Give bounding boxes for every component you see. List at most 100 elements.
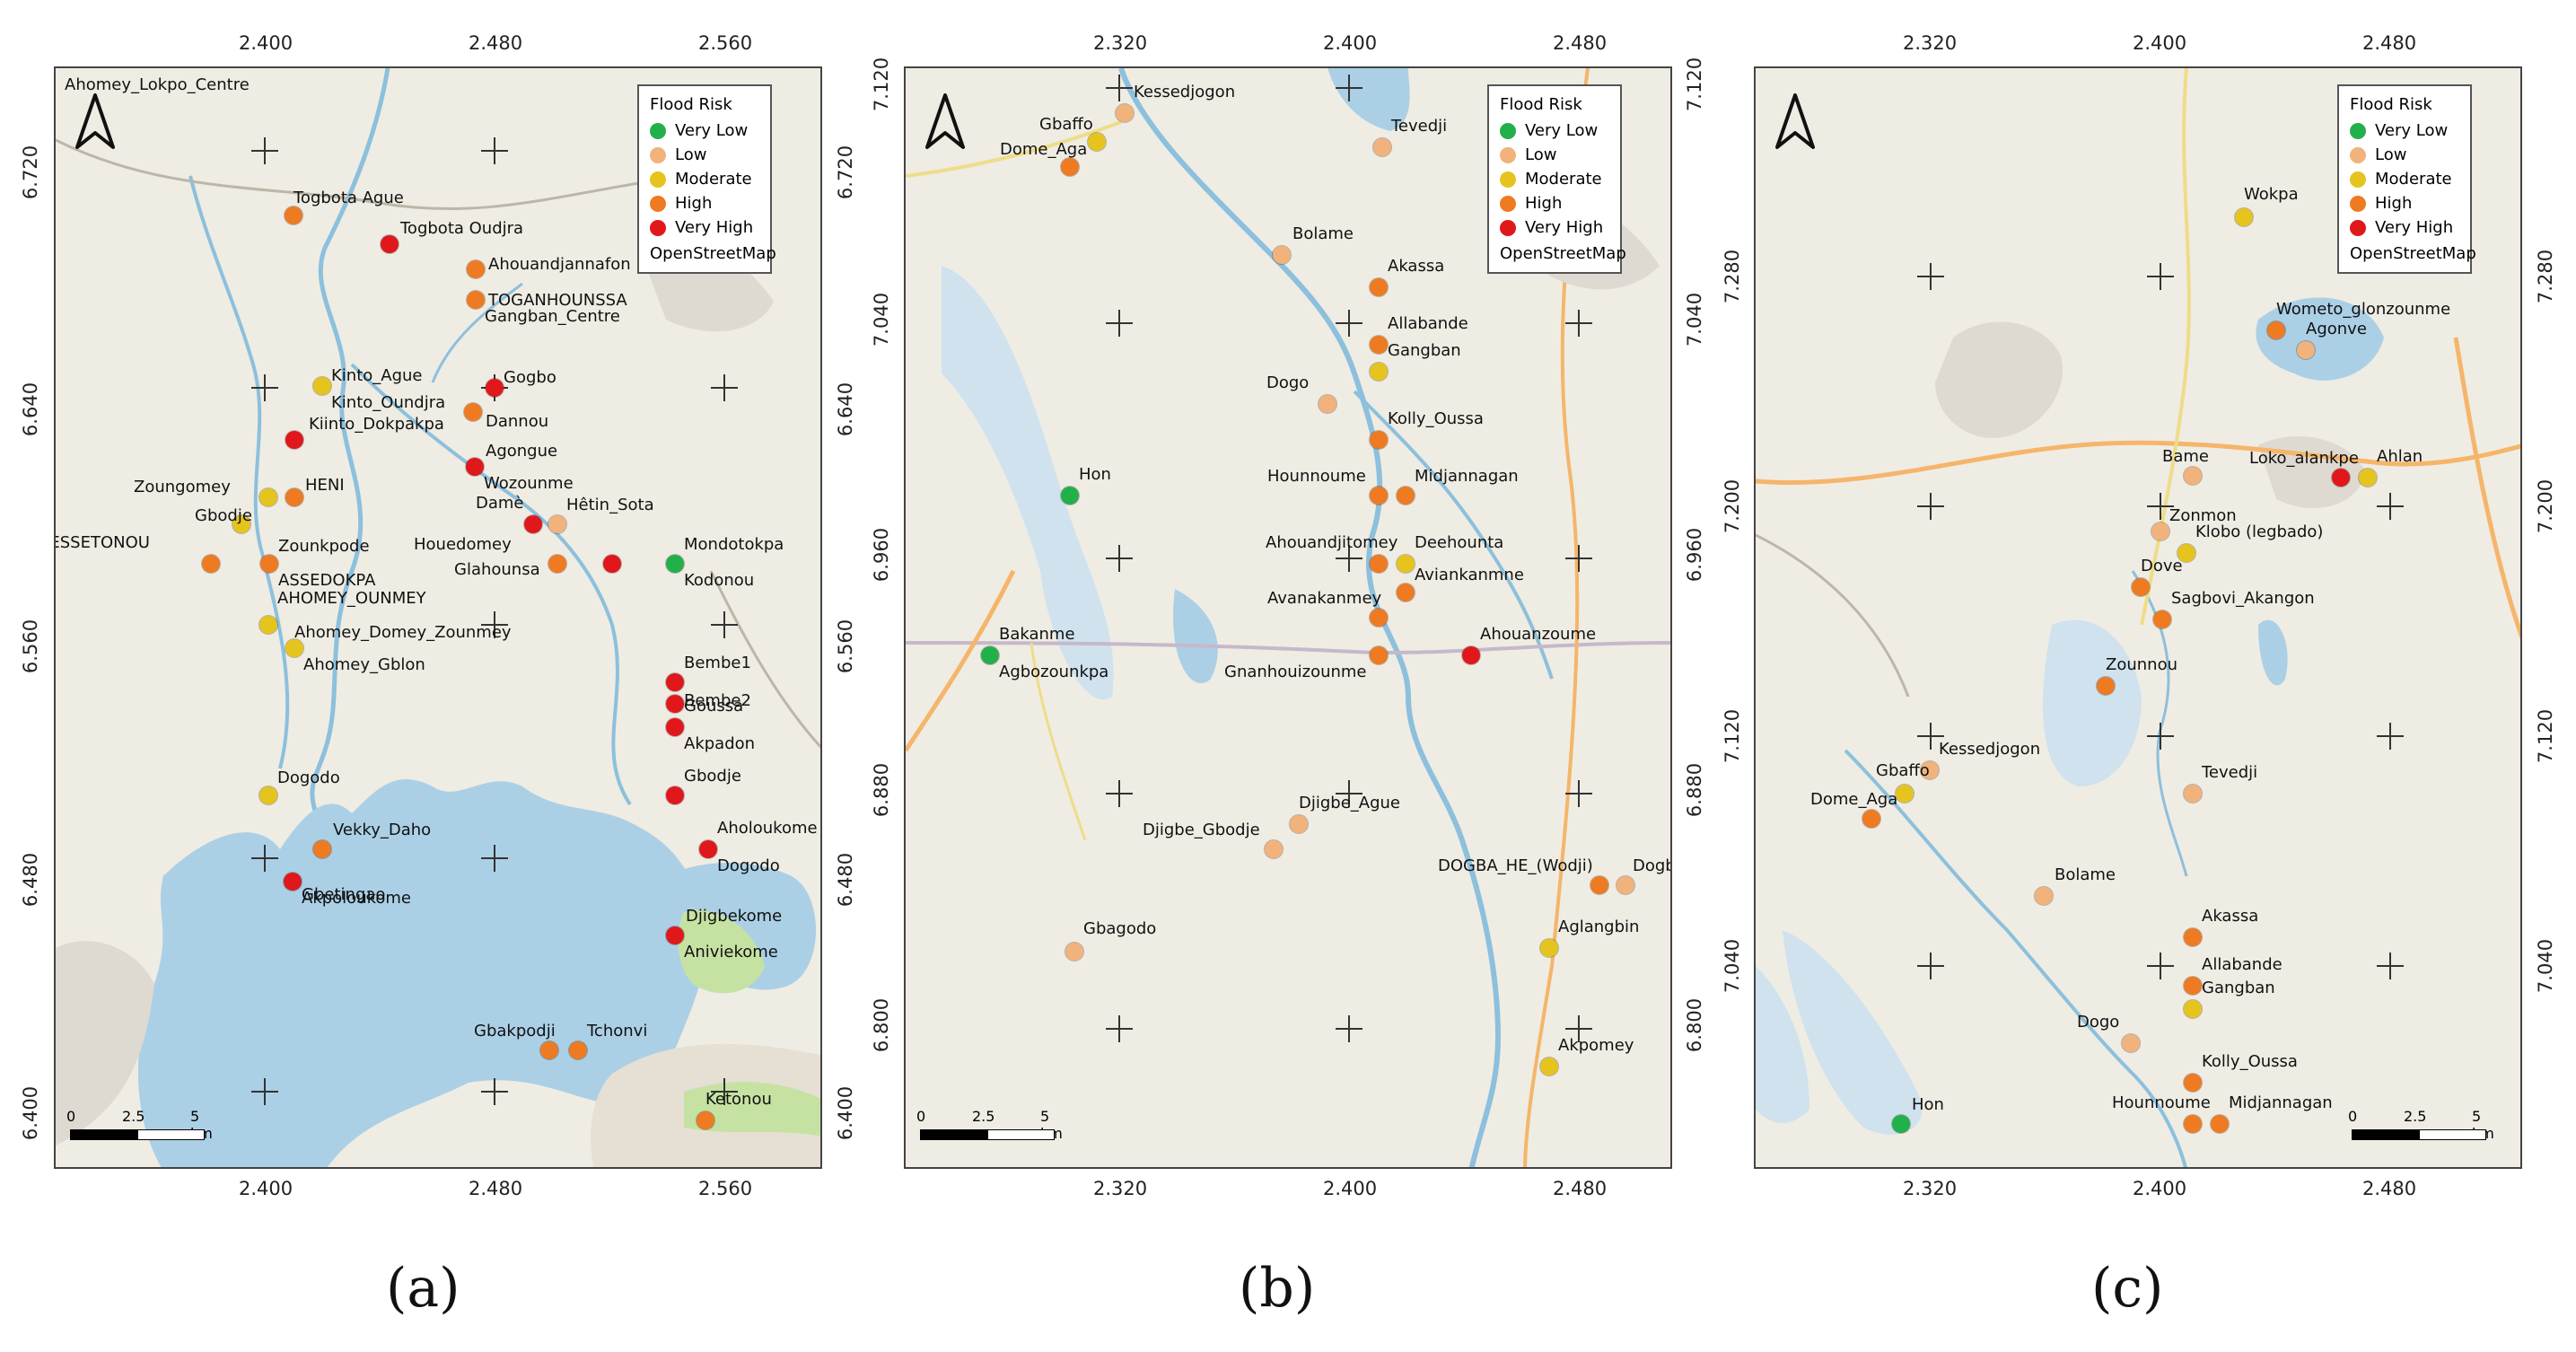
settlement-marker[interactable] bbox=[259, 488, 277, 506]
settlement-marker[interactable] bbox=[232, 515, 250, 533]
settlement-marker[interactable] bbox=[1061, 487, 1079, 505]
settlement-marker[interactable] bbox=[1397, 584, 1415, 601]
settlement-marker[interactable] bbox=[666, 673, 684, 691]
settlement-marker[interactable] bbox=[285, 488, 303, 506]
settlement-marker[interactable] bbox=[1462, 646, 1480, 664]
basemap-credit: OpenStreetMap bbox=[650, 244, 776, 263]
settlement-marker[interactable] bbox=[260, 555, 278, 573]
settlement-marker[interactable] bbox=[524, 515, 542, 533]
settlement-marker[interactable] bbox=[1290, 815, 1308, 833]
legend-label: Low bbox=[2375, 145, 2407, 164]
settlement-marker[interactable] bbox=[466, 458, 484, 476]
settlement-marker[interactable] bbox=[1319, 395, 1336, 413]
settlement-marker[interactable] bbox=[1088, 133, 1106, 151]
map-panel-b[interactable]: Flood Risk Very Low Low Moderate High Ve… bbox=[904, 66, 1672, 1169]
settlement-marker[interactable] bbox=[1116, 104, 1134, 122]
settlement-marker[interactable] bbox=[666, 555, 684, 573]
graticule-cross bbox=[1106, 310, 1133, 337]
settlement-marker[interactable] bbox=[1590, 876, 1608, 894]
settlement-marker[interactable] bbox=[981, 646, 999, 664]
settlement-marker[interactable] bbox=[2184, 1000, 2202, 1018]
settlement-marker[interactable] bbox=[2359, 469, 2377, 487]
settlement-marker[interactable] bbox=[2297, 341, 2315, 359]
settlement-marker[interactable] bbox=[1892, 1115, 1910, 1133]
settlement-marker[interactable] bbox=[1061, 158, 1079, 176]
settlement-marker[interactable] bbox=[2177, 544, 2195, 562]
settlement-marker[interactable] bbox=[1370, 336, 1388, 354]
settlement-marker[interactable] bbox=[2184, 467, 2202, 485]
settlement-marker[interactable] bbox=[259, 786, 277, 804]
settlement-marker[interactable] bbox=[467, 291, 485, 309]
settlement-marker[interactable] bbox=[2184, 977, 2202, 995]
map-panel-c[interactable]: Flood Risk Very Low Low Moderate High Ve… bbox=[1754, 66, 2522, 1169]
settlement-marker[interactable] bbox=[2184, 785, 2202, 803]
settlement-marker[interactable] bbox=[1370, 431, 1388, 449]
settlement-marker[interactable] bbox=[2267, 321, 2285, 339]
settlement-marker[interactable] bbox=[259, 616, 277, 634]
settlement-marker[interactable] bbox=[2332, 469, 2350, 487]
settlement-marker[interactable] bbox=[1862, 810, 1880, 828]
settlement-marker[interactable] bbox=[1370, 555, 1388, 573]
settlement-marker[interactable] bbox=[1273, 246, 1291, 264]
settlement-marker[interactable] bbox=[548, 555, 566, 573]
settlement-marker[interactable] bbox=[666, 695, 684, 713]
settlement-marker[interactable] bbox=[2235, 208, 2253, 226]
y-tick-left: 6.880 bbox=[871, 762, 893, 818]
settlement-marker[interactable] bbox=[2184, 1074, 2202, 1092]
settlement-marker[interactable] bbox=[1370, 278, 1388, 296]
settlement-marker[interactable] bbox=[603, 555, 621, 573]
settlement-marker[interactable] bbox=[2151, 522, 2169, 540]
settlement-marker[interactable] bbox=[467, 260, 485, 278]
settlement-marker[interactable] bbox=[1370, 609, 1388, 627]
settlement-marker[interactable] bbox=[569, 1041, 587, 1059]
settlement-marker[interactable] bbox=[540, 1041, 558, 1059]
settlement-marker[interactable] bbox=[1265, 840, 1283, 858]
settlement-marker[interactable] bbox=[666, 786, 684, 804]
settlement-marker[interactable] bbox=[285, 206, 302, 224]
settlement-marker[interactable] bbox=[2035, 887, 2053, 905]
settlement-marker[interactable] bbox=[1370, 363, 1388, 381]
settlement-marker[interactable] bbox=[1373, 138, 1391, 156]
settlement-marker[interactable] bbox=[1370, 487, 1388, 505]
settlement-marker[interactable] bbox=[2122, 1034, 2140, 1052]
settlement-marker[interactable] bbox=[284, 873, 302, 891]
settlement-marker[interactable] bbox=[699, 840, 717, 858]
settlement-marker[interactable] bbox=[2153, 610, 2171, 628]
settlement-marker[interactable] bbox=[313, 840, 331, 858]
settlement-marker[interactable] bbox=[381, 235, 399, 253]
settlement-marker[interactable] bbox=[697, 1111, 714, 1129]
settlement-marker[interactable] bbox=[2132, 578, 2150, 596]
legend-label: Moderate bbox=[675, 170, 752, 189]
settlement-marker[interactable] bbox=[1370, 646, 1388, 664]
settlement-marker[interactable] bbox=[464, 403, 482, 421]
settlement-marker[interactable] bbox=[1397, 487, 1415, 505]
legend-label: Very Low bbox=[675, 121, 749, 140]
settlement-marker[interactable] bbox=[1921, 761, 1939, 779]
settlement-marker[interactable] bbox=[1065, 943, 1083, 961]
settlement-marker[interactable] bbox=[2184, 928, 2202, 946]
settlement-marker[interactable] bbox=[1397, 555, 1415, 573]
settlement-marker[interactable] bbox=[2184, 1115, 2202, 1133]
y-tick-right: 6.720 bbox=[835, 145, 857, 200]
settlement-marker[interactable] bbox=[548, 515, 566, 533]
settlement-label: Loko_alankpe bbox=[2249, 449, 2359, 468]
settlement-marker[interactable] bbox=[2097, 677, 2115, 695]
settlement-marker[interactable] bbox=[486, 379, 504, 397]
settlement-marker[interactable] bbox=[1540, 939, 1558, 957]
settlement-marker[interactable] bbox=[285, 639, 303, 657]
settlement-marker[interactable] bbox=[285, 431, 303, 449]
graticule-cross bbox=[1917, 263, 1944, 290]
settlement-marker[interactable] bbox=[1617, 876, 1634, 894]
x-tick-bottom: 2.480 bbox=[2362, 1178, 2417, 1199]
map-panel-a[interactable]: Flood Risk Very Low Low Moderate High Ve… bbox=[54, 66, 822, 1169]
settlement-marker[interactable] bbox=[2211, 1115, 2229, 1133]
settlement-marker[interactable] bbox=[666, 718, 684, 736]
settlement-marker[interactable] bbox=[313, 377, 331, 395]
settlement-marker[interactable] bbox=[1896, 785, 1914, 803]
graticule-cross bbox=[481, 1078, 508, 1105]
settlement-marker[interactable] bbox=[1540, 1058, 1558, 1075]
settlement-marker[interactable] bbox=[666, 926, 684, 944]
settlement-marker[interactable] bbox=[202, 555, 220, 573]
y-tick-right: 7.280 bbox=[2535, 249, 2557, 304]
graticule-cross bbox=[1565, 310, 1592, 337]
